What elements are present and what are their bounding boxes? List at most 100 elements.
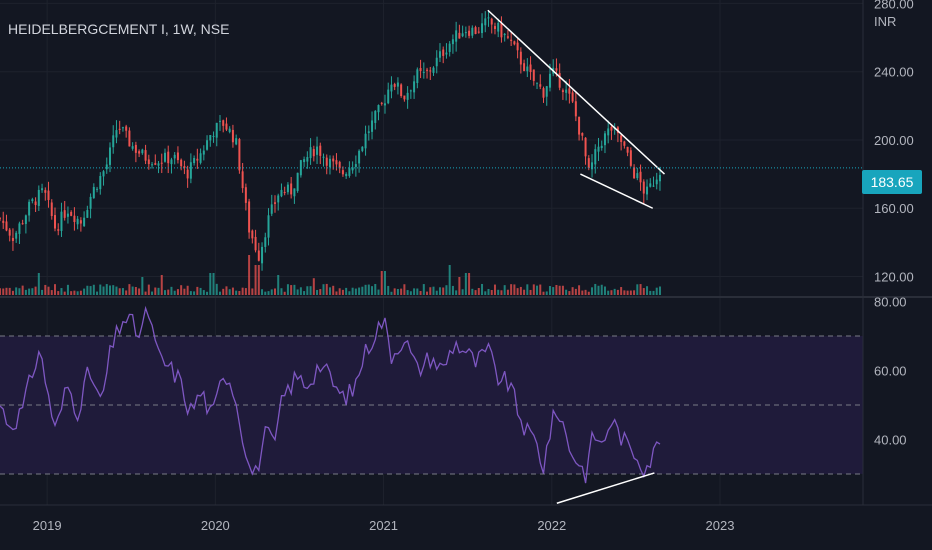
time-axis[interactable]: 2019 2020 2021 2022 2023: [33, 518, 735, 533]
volume-bar: [293, 284, 296, 295]
time-tick-label: 2021: [369, 518, 398, 533]
candle-body: [649, 183, 652, 187]
candle-body: [79, 220, 82, 224]
volume-bar: [86, 285, 89, 295]
candle-body: [526, 66, 529, 72]
volume-bar: [380, 271, 383, 295]
volume-bar: [79, 290, 82, 295]
volume-bar: [303, 291, 306, 295]
candle-body: [584, 137, 587, 157]
volume-bar: [44, 284, 47, 295]
candle-body: [652, 185, 655, 187]
time-tick-label: 2022: [537, 518, 566, 533]
volume-bar: [510, 284, 513, 295]
volume-bar: [377, 289, 380, 295]
volume-bar: [147, 284, 150, 295]
candle-body: [636, 173, 639, 179]
candle-body: [206, 140, 209, 150]
candle-body: [5, 221, 8, 231]
volume-bar: [387, 285, 390, 295]
symbol-title[interactable]: HEIDELBERGCEMENT I, 1W, NSE: [8, 21, 230, 37]
candle-body: [545, 86, 548, 97]
volume-bar: [591, 287, 594, 295]
price-axis[interactable]: 120.00 160.00 200.00 240.00 280.00: [874, 0, 914, 285]
candle-body: [574, 101, 577, 117]
price-tick-label: 280.00: [874, 0, 914, 11]
volume-bar: [296, 289, 299, 295]
candle-body: [251, 230, 254, 239]
candle-body: [341, 170, 344, 175]
volume-bar: [105, 284, 108, 295]
candle-body: [639, 171, 642, 183]
candle-body: [328, 158, 331, 168]
last-price-badge: 183.65: [862, 170, 922, 194]
volume-bar: [345, 287, 348, 295]
volume-bar: [31, 288, 34, 295]
volume-bar: [261, 289, 264, 295]
candle-body: [358, 150, 361, 164]
volume-bar: [623, 290, 626, 295]
candle-body: [102, 171, 105, 177]
candle-body: [303, 159, 306, 163]
candle-body: [176, 152, 179, 161]
upper-trendline: [487, 9, 666, 175]
candle-body: [47, 190, 50, 201]
volume-bar: [34, 286, 37, 295]
volume-bar: [461, 289, 464, 295]
volume-bar: [367, 284, 370, 295]
candle-body: [66, 213, 69, 217]
candle-body: [325, 157, 328, 166]
volume-bar: [121, 288, 124, 295]
volume-bar: [629, 290, 632, 295]
candle-body: [493, 26, 496, 30]
volume-bar: [102, 286, 105, 295]
price-tick-label: 160.00: [874, 201, 914, 216]
volume-bar: [338, 288, 341, 295]
candle-body: [484, 18, 487, 26]
candle-body: [309, 147, 312, 159]
volume-bar: [138, 288, 141, 295]
candle-body: [28, 201, 31, 216]
candle-body: [332, 158, 335, 162]
volume-bar: [503, 285, 506, 295]
candle-body: [83, 217, 86, 227]
candle-body: [406, 92, 409, 100]
candle-body: [286, 184, 289, 193]
candle-body: [322, 156, 325, 158]
candle-body: [338, 161, 341, 169]
candle-body: [138, 151, 141, 154]
candle-body: [513, 41, 516, 45]
volume-bar: [37, 273, 40, 295]
candle-body: [108, 147, 111, 165]
volume-bar: [18, 288, 21, 295]
candle-body: [112, 135, 115, 148]
candle-body: [167, 151, 170, 164]
candle-body: [157, 163, 160, 166]
volume-bar: [658, 286, 661, 295]
volume-bar: [209, 273, 212, 295]
candle-body: [471, 27, 474, 36]
volume-bar: [0, 288, 1, 295]
volume-bar: [649, 290, 652, 295]
candle-body: [183, 166, 186, 168]
volume-bar: [28, 288, 31, 295]
candle-body: [516, 42, 519, 51]
candle-body: [270, 204, 273, 214]
candle-body: [536, 82, 539, 84]
rsi-axis[interactable]: 40.00 60.00 80.00: [874, 294, 907, 447]
rsi-tick-label: 60.00: [874, 363, 907, 378]
candle-body: [561, 90, 564, 93]
volume-bar: [565, 289, 568, 295]
volume-bar: [290, 285, 293, 295]
volume-bar: [24, 289, 27, 295]
rsi-divergence-line: [556, 472, 655, 504]
candle-body: [380, 102, 383, 104]
candle-body: [633, 167, 636, 179]
candle-body: [603, 133, 606, 146]
candle-body: [212, 135, 215, 137]
candle-body: [422, 71, 425, 73]
volume-bar: [41, 289, 44, 295]
volume-bar: [568, 291, 571, 295]
candle-body: [477, 31, 480, 33]
